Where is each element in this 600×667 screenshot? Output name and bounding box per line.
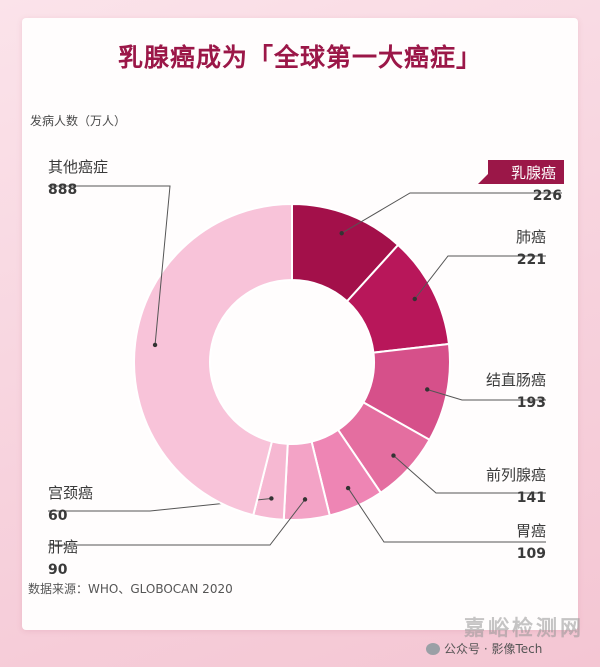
slice-value-2: 193	[517, 395, 546, 411]
slice-label-7: 其他癌症	[48, 158, 108, 176]
leader-dot-3	[391, 453, 396, 458]
slice-label-6: 宫颈癌	[48, 484, 93, 502]
leader-dot-5	[302, 497, 308, 502]
wechat-account: 公众号 · 影像Tech	[426, 640, 542, 657]
slice-label-0: 乳腺癌	[511, 164, 556, 182]
highlight-tag	[478, 160, 564, 184]
leader-line-3	[393, 455, 546, 494]
watermark: 嘉峪检测网	[464, 616, 584, 640]
leader-dot-4	[345, 485, 351, 491]
slice-label-3: 前列腺癌	[486, 466, 546, 484]
wechat-label: 公众号 · 影像Tech	[444, 642, 543, 656]
slice-value-5: 90	[48, 562, 68, 578]
leader-line-1	[414, 255, 546, 300]
leader-line-0	[341, 192, 562, 234]
leader-dot-0	[339, 231, 344, 236]
chart-card	[22, 18, 578, 630]
wechat-icon	[426, 642, 440, 655]
slice-label-5: 肝癌	[48, 538, 78, 556]
leader-line-5	[48, 499, 306, 546]
slice-value-1: 221	[517, 252, 546, 268]
leader-dot-2	[425, 387, 430, 392]
slice-value-4: 109	[517, 546, 546, 562]
slice-value-6: 60	[48, 508, 68, 524]
slice-7	[133, 202, 293, 517]
y-axis-label: 发病人数（万人）	[30, 114, 127, 128]
slice-label-4: 胃癌	[516, 522, 546, 540]
slice-value-0: 226	[533, 188, 562, 204]
slice-label-1: 肺癌	[516, 228, 546, 246]
slice-value-7: 888	[48, 182, 77, 198]
leader-line-2	[427, 388, 546, 401]
source-note: 数据来源：WHO、GLOBOCAN 2020	[28, 582, 233, 596]
leader-dot-7	[152, 342, 158, 348]
leader-dot-1	[412, 296, 417, 302]
slice-value-3: 141	[517, 490, 546, 506]
leader-dot-6	[269, 496, 274, 501]
leader-line-4	[347, 487, 546, 543]
chart-title: 乳腺癌成为「全球第一大癌症」	[117, 43, 482, 72]
slice-label-2: 结直肠癌	[486, 371, 546, 389]
leader-line-7	[48, 185, 171, 346]
